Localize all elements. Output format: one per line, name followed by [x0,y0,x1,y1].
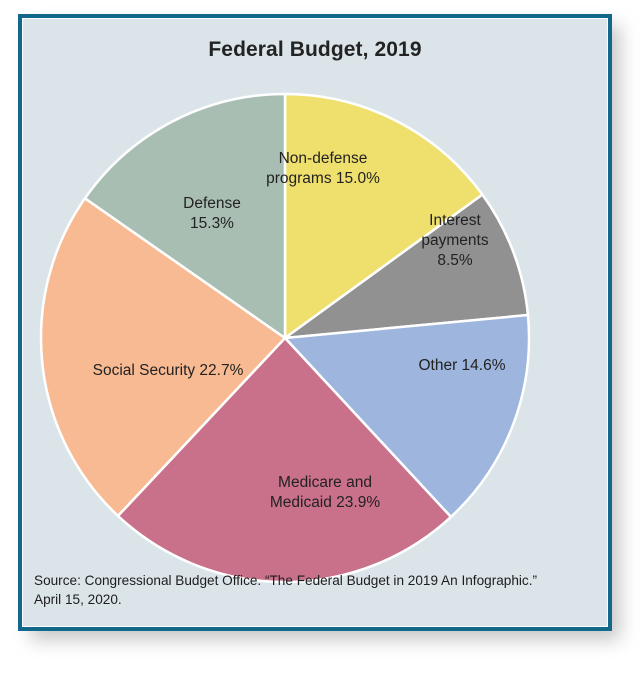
pie-slice [116,336,453,584]
pie-chart-svg [39,92,531,584]
source-note: Source: Congressional Budget Office. “Th… [34,573,538,607]
pie-chart: Non-defense programs 15.0% Interest paym… [22,18,608,627]
page-title: Federal Budget, 2019 [208,38,422,61]
pie-slice [280,192,530,340]
pie-slice [282,313,531,519]
pie-slice [83,92,287,341]
pie-slice [39,196,287,518]
pie-slice [283,92,485,341]
figure-frame: Federal Budget, 2019 Non-defense program… [18,14,612,631]
pie-slice-group [39,92,531,584]
